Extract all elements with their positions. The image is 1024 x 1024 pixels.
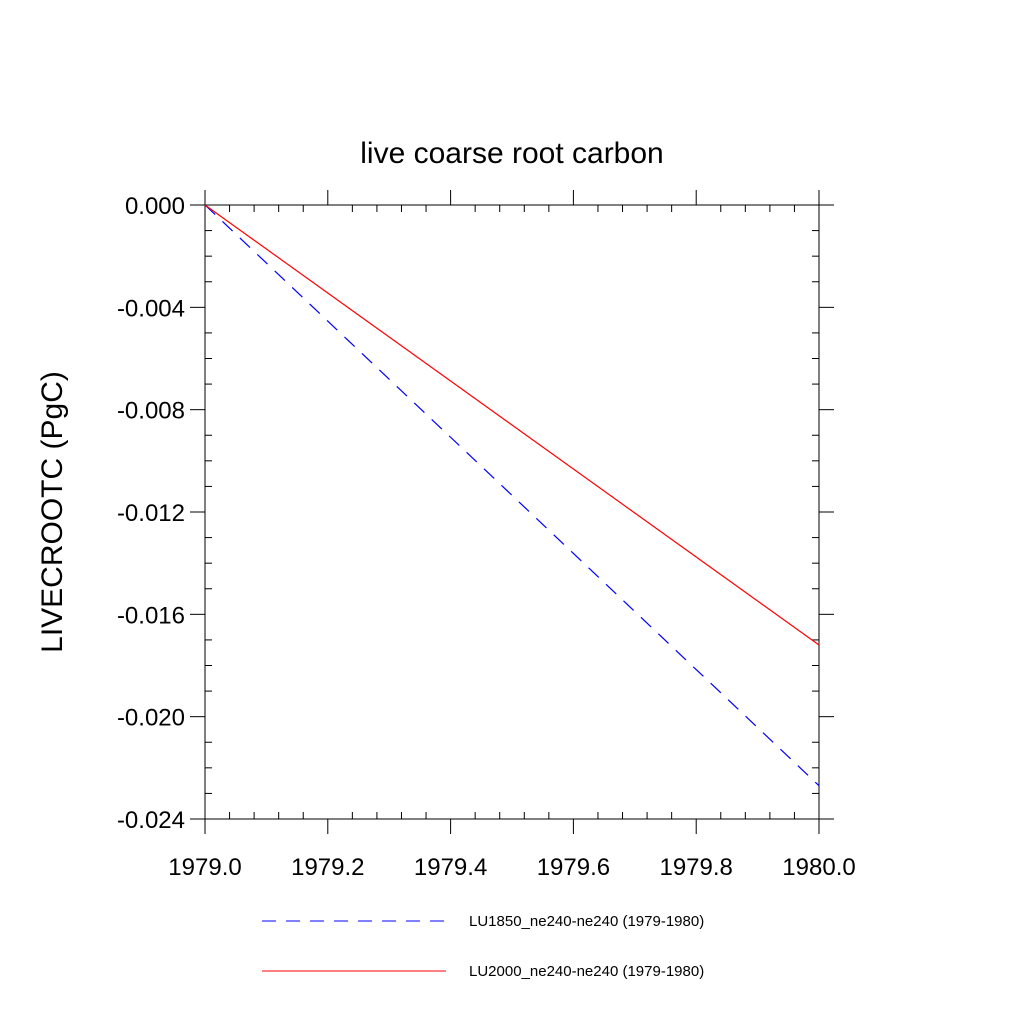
series-line-1 <box>204 204 820 787</box>
y-tick-label: -0.016 <box>117 602 185 629</box>
x-tick-label: 1979.8 <box>659 854 732 881</box>
x-tick-label: 1979.4 <box>414 854 487 881</box>
y-tick-label: -0.008 <box>117 398 185 425</box>
plot-area: 1979.0 1979.2 1979.4 1979.6 1979.8 1980.0 0.00… <box>117 190 856 881</box>
y-tick-label: -0.004 <box>117 295 185 322</box>
legend-label-2: LU2000_ne240-ne240 (1979-1980) <box>469 963 704 980</box>
y-tick-label: -0.012 <box>117 500 185 527</box>
plot-frame <box>204 204 820 820</box>
legend-label-1: LU1850_ne240-ne240 (1979-1980) <box>469 913 704 930</box>
y-tick-label: -0.020 <box>117 705 185 732</box>
x-tick-label: 1979.0 <box>168 854 241 881</box>
x-tick-label: 1979.2 <box>291 854 364 881</box>
chart-title: live coarse root carbon <box>360 137 664 170</box>
y-axis-label: LIVECROOTC (PgC) <box>36 371 69 653</box>
legend: LU1850_ne240-ne240 (1979-1980) LU2000_ne2… <box>262 913 704 980</box>
x-tick-label: 1980.0 <box>782 854 855 881</box>
y-tick-label: 0.000 <box>125 193 185 220</box>
series-line-2 <box>204 204 820 646</box>
x-tick-label: 1979.6 <box>537 854 610 881</box>
y-tick-label: -0.024 <box>117 807 185 834</box>
